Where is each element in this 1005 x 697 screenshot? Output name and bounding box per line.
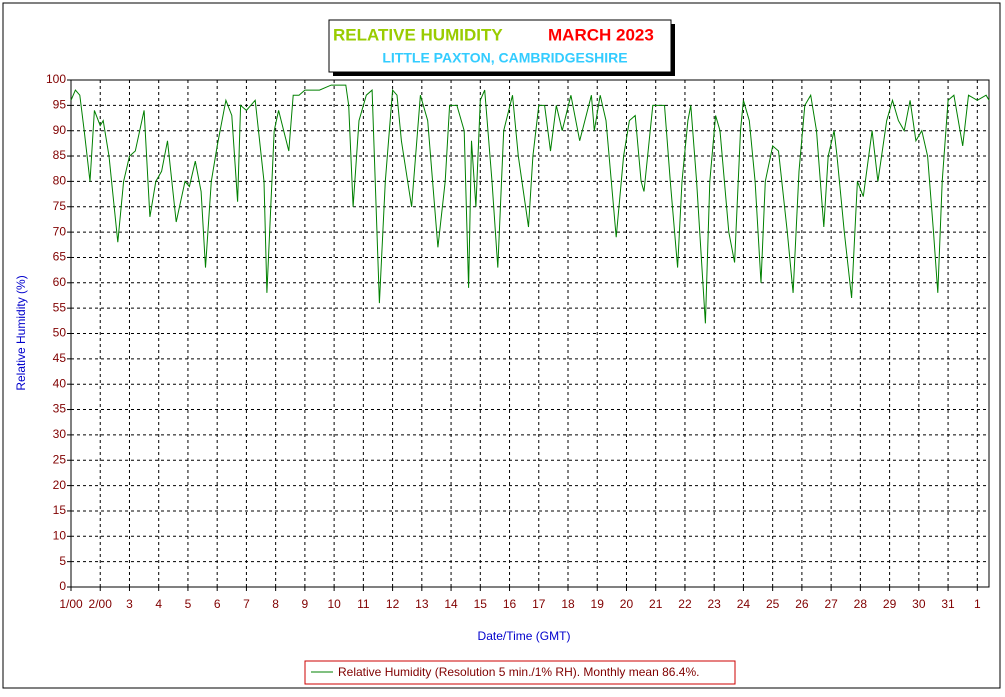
chart-subtitle: LITTLE PAXTON, CAMBRIDGESHIRE [382,50,627,66]
x-tick-label: 24 [737,597,751,611]
y-tick-label: 15 [53,503,67,517]
y-tick-label: 20 [53,478,67,492]
x-tick-label: 22 [678,597,692,611]
x-tick-label: 12 [386,597,400,611]
x-tick-label: 17 [532,597,546,611]
x-tick-label: 5 [185,597,192,611]
x-tick-label: 25 [766,597,780,611]
x-tick-label: 7 [243,597,250,611]
x-tick-label: 23 [708,597,722,611]
y-tick-label: 5 [59,554,66,568]
x-tick-label: 15 [474,597,488,611]
y-tick-label: 70 [53,224,67,238]
y-tick-label: 50 [53,326,67,340]
y-tick-label: 35 [53,402,67,416]
x-tick-label: 10 [327,597,341,611]
x-axis-label: Date/Time (GMT) [478,629,571,643]
x-tick-label: 11 [357,597,370,611]
y-tick-label: 55 [53,300,67,314]
x-tick-label: 4 [155,597,162,611]
y-tick-label: 90 [53,123,67,137]
x-tick-label: 16 [503,597,517,611]
x-tick-label: 13 [415,597,429,611]
x-tick-label: 1/00 [59,597,83,611]
y-tick-label: 100 [46,72,66,86]
x-tick-label: 30 [912,597,926,611]
x-tick-label: 21 [649,597,663,611]
y-axis-label: Relative Humidity (%) [14,275,28,390]
y-tick-label: 45 [53,351,67,365]
y-tick-label: 95 [53,98,67,112]
chart-title-date: MARCH 2023 [548,25,654,44]
frame [2,2,1001,689]
title-box [328,19,672,73]
x-tick-label: 8 [272,597,279,611]
y-tick-label: 25 [53,452,67,466]
x-tick-label: 18 [561,597,575,611]
data-line [70,84,990,324]
x-tick-label: 20 [620,597,634,611]
y-tick-label: 85 [53,148,67,162]
y-tick-label: 40 [53,376,67,390]
x-tick-label: 3 [126,597,133,611]
x-tick-label: 29 [883,597,897,611]
x-tick-label: 14 [444,597,458,611]
x-tick-label: 6 [214,597,221,611]
chart-title: RELATIVE HUMIDITY [333,25,503,44]
x-tick-label: 1 [974,597,981,611]
y-tick-label: 10 [53,528,67,542]
y-tick-label: 80 [53,174,67,188]
x-tick-label: 28 [854,597,868,611]
legend-box [304,660,736,685]
y-tick-label: 65 [53,250,67,264]
x-tick-label: 26 [795,597,809,611]
x-tick-label: 9 [302,597,309,611]
plot-border [70,79,990,588]
y-tick-label: 60 [53,275,67,289]
x-tick-label: 27 [824,597,838,611]
y-tick-label: 75 [53,199,67,213]
y-tick-label: 0 [59,579,66,593]
x-tick-label: 19 [591,597,605,611]
x-tick-label: 31 [941,597,955,611]
x-tick-label: 2/00 [89,597,113,611]
y-tick-label: 30 [53,427,67,441]
legend-label: Relative Humidity (Resolution 5 min./1% … [338,665,699,679]
